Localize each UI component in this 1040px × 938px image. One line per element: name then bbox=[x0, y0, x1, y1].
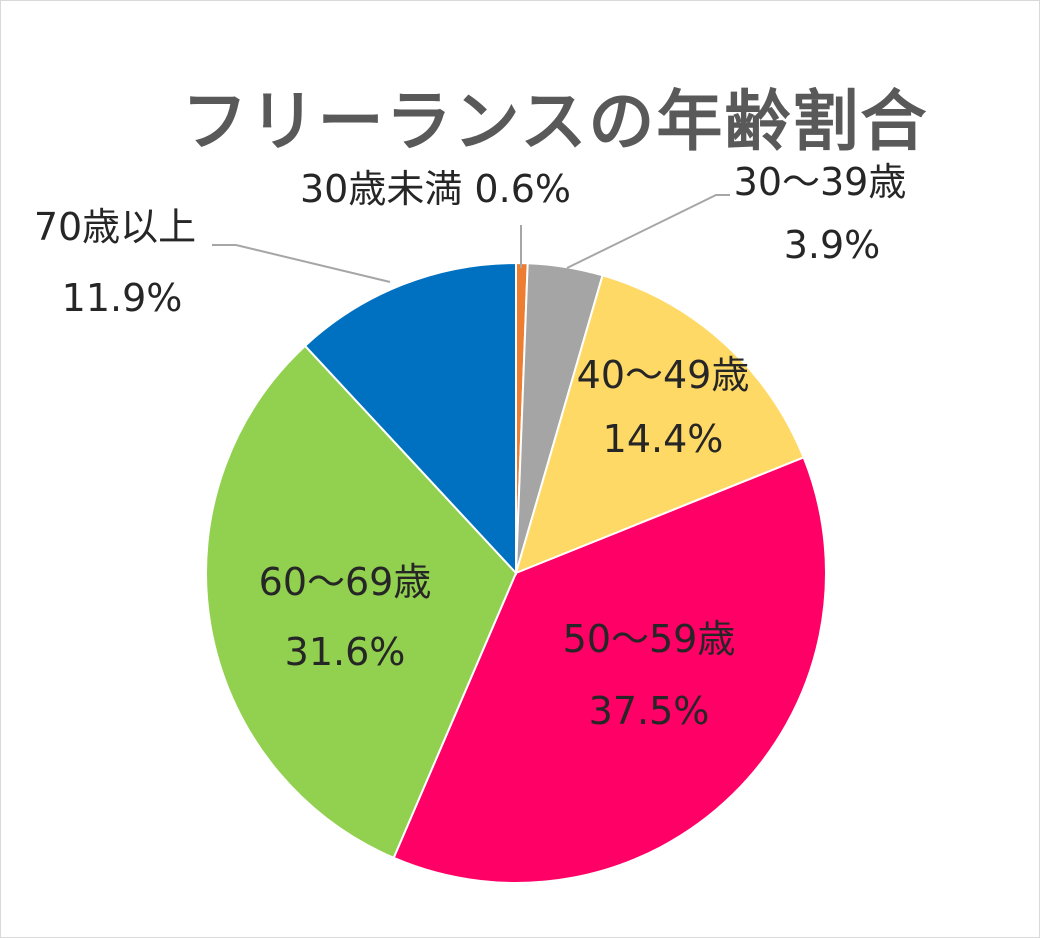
leader-line-6 bbox=[212, 244, 391, 283]
slice-value-label-5: 31.6% bbox=[285, 630, 406, 674]
slice-value-label-3: 14.4% bbox=[603, 417, 724, 461]
slice-label-1: 30歳未満 0.6% bbox=[300, 167, 571, 211]
slice-category-label-3: 40～49歳 bbox=[577, 353, 750, 397]
pie-slice-5 bbox=[205, 344, 518, 860]
leader-line-2 bbox=[566, 194, 730, 269]
slice-labels: 30歳未満 0.6% 30～39歳 3.9% 40～49歳 14.4% 50～59歳 37.… bbox=[34, 160, 907, 733]
pie-slice-3 bbox=[514, 274, 805, 575]
leader-lines bbox=[212, 194, 730, 283]
slice-category-label-4: 50～59歳 bbox=[563, 617, 736, 661]
slice-value-label-2: 3.9% bbox=[784, 223, 881, 267]
pie-slice-6 bbox=[303, 261, 517, 576]
chart-title: フリーランスの年齢割合 bbox=[181, 83, 929, 160]
pie-slices bbox=[205, 261, 827, 884]
slice-category-label-2: 30～39歳 bbox=[734, 160, 907, 204]
slice-value-label-4: 37.5% bbox=[589, 689, 710, 733]
slice-category-label-5: 60～69歳 bbox=[259, 560, 432, 604]
slice-category-label-6: 70歳以上 bbox=[34, 205, 196, 249]
pie-slice-4 bbox=[392, 456, 827, 884]
slice-value-label-6: 11.9% bbox=[62, 276, 183, 320]
